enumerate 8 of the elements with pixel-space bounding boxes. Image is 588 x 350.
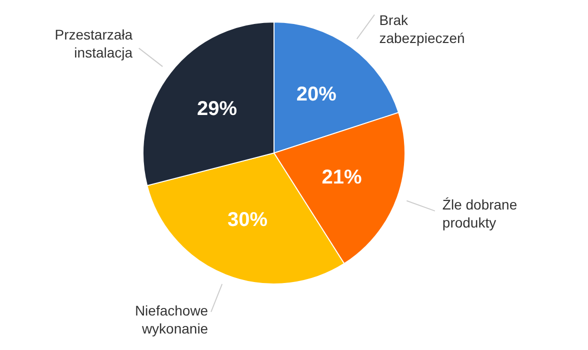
slice-label: Niefachowe wykonanie	[134, 302, 208, 336]
slice-label: Przestarzała instalacja	[54, 26, 133, 60]
data-label: 21%	[322, 166, 362, 188]
data-label: 20%	[296, 84, 337, 106]
slice-label: Źle dobrane produkty	[442, 196, 518, 231]
data-label: 29%	[197, 98, 238, 120]
data-label: 30%	[227, 208, 268, 231]
slice-label: Brak zabezpieczeń	[379, 12, 465, 46]
